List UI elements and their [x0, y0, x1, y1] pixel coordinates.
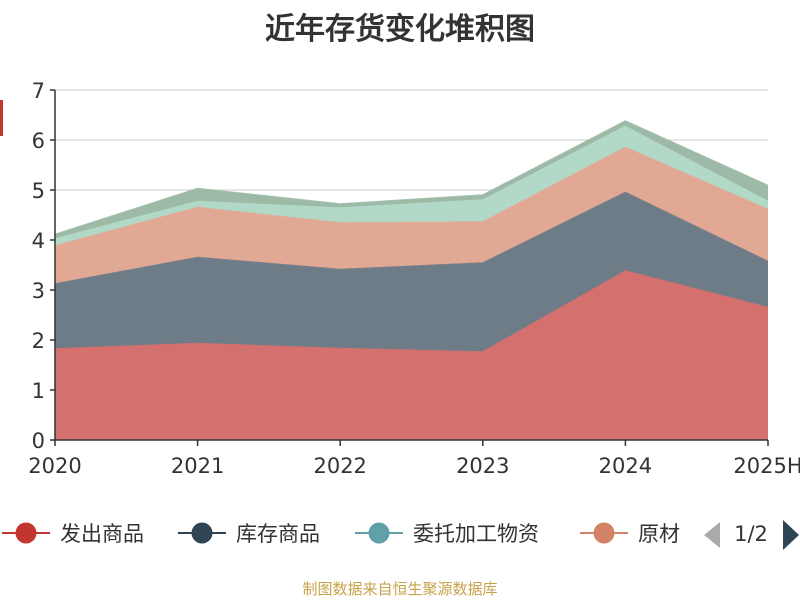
y-tick-label: 7 — [32, 79, 45, 103]
x-tick-label: 2020 — [28, 454, 81, 478]
y-tick-label: 0 — [32, 429, 45, 453]
legend-item-label[interactable]: 库存商品 — [236, 522, 320, 546]
pager-next-icon[interactable] — [783, 520, 799, 550]
series-line-2 — [54, 146, 769, 247]
x-tick-label: 2023 — [456, 454, 509, 478]
series-line-4 — [54, 120, 769, 236]
legend-marker[interactable] — [593, 522, 615, 544]
y-tick-label: 2 — [32, 329, 45, 353]
chart-title: 近年存货变化堆积图 — [265, 12, 535, 47]
pager-prev-icon[interactable] — [704, 522, 720, 548]
y-tick-label: 4 — [32, 229, 45, 253]
x-tick-label: 2024 — [599, 454, 652, 478]
x-tick-label: 2021 — [171, 454, 224, 478]
series-line-3 — [54, 125, 769, 240]
y-tick-label: 1 — [32, 379, 45, 403]
x-tick-label: 2025H — [733, 454, 800, 478]
x-tick-label: 2022 — [313, 454, 366, 478]
y-tick-label: 3 — [32, 279, 45, 303]
legend-marker[interactable] — [191, 522, 213, 544]
y-tick-label: 6 — [32, 129, 45, 153]
source-note: 制图数据来自恒生聚源数据库 — [302, 580, 498, 598]
series-line-0 — [54, 270, 769, 353]
legend-item-label[interactable]: 原材 — [638, 522, 680, 546]
pager-label: 1/2 — [734, 522, 768, 546]
legend-marker[interactable] — [15, 522, 37, 544]
legend-marker[interactable] — [368, 522, 390, 544]
y-tick-label: 5 — [32, 179, 45, 203]
legend-item-label[interactable]: 委托加工物资 — [413, 522, 539, 546]
series-line-1 — [54, 191, 769, 285]
y-axis-title-fragment — [0, 100, 3, 136]
area-series-0 — [55, 271, 768, 440]
legend-item-label[interactable]: 发出商品 — [60, 522, 144, 546]
